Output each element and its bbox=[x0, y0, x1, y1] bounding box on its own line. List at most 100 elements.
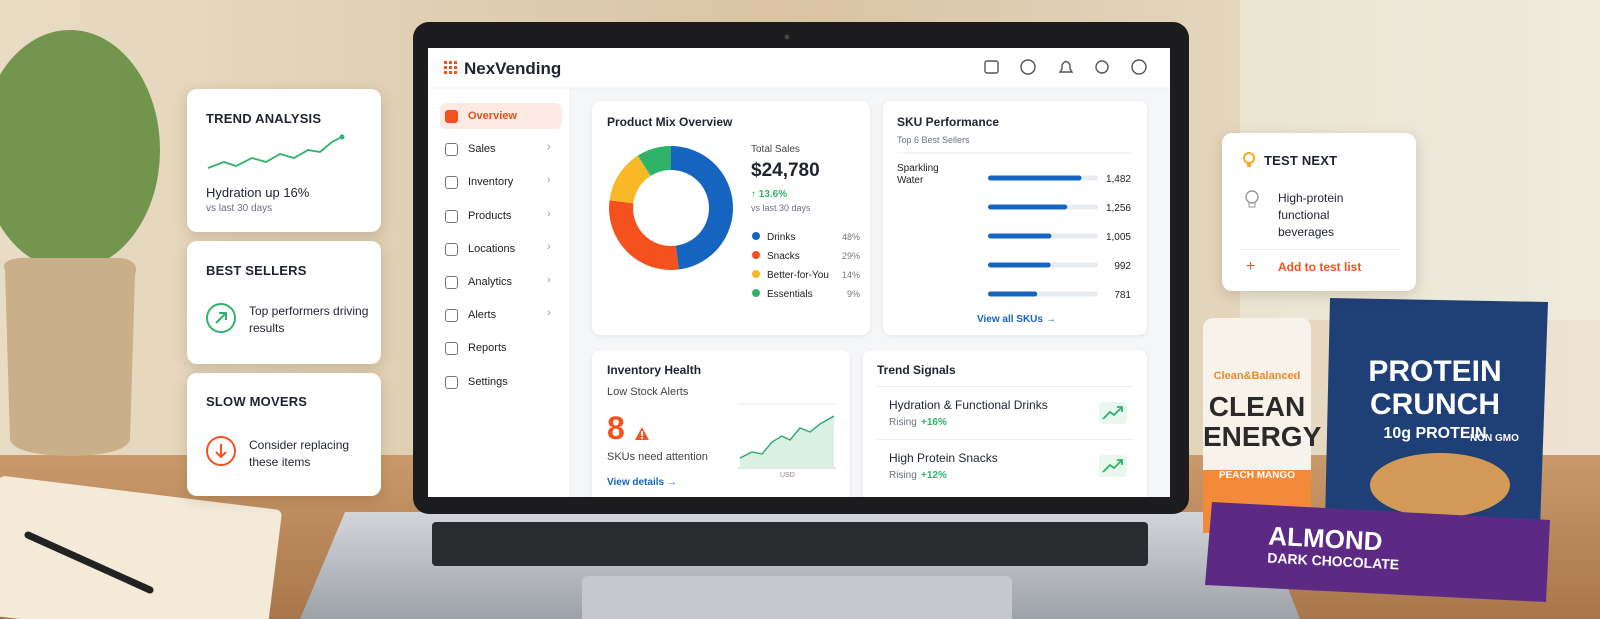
help-icon[interactable] bbox=[1020, 59, 1036, 75]
nav-item[interactable]: Sales bbox=[468, 143, 496, 156]
sidebar bbox=[428, 88, 570, 497]
panel-title: SKU Performance bbox=[897, 115, 1000, 129]
nav-item[interactable]: Alerts bbox=[468, 309, 497, 322]
bar bbox=[988, 175, 1082, 181]
chevron: › bbox=[547, 174, 551, 187]
trend-panel: Trend Signals Hydration & Functional Dri… bbox=[863, 350, 1147, 497]
arrow-up-icon bbox=[206, 303, 236, 333]
panel-subtitle: Top 6 Best Sellers bbox=[897, 135, 970, 145]
bar bbox=[988, 262, 1051, 268]
nav-item[interactable]: Products bbox=[468, 209, 512, 222]
icon-bg bbox=[1099, 455, 1127, 477]
calendar-icon[interactable] bbox=[984, 60, 999, 74]
legend-label: Snacks bbox=[767, 251, 800, 262]
total-label: Total Sales bbox=[751, 144, 800, 155]
icon-arrow bbox=[1102, 406, 1123, 420]
trend-icon bbox=[1099, 455, 1127, 477]
total-value: $24,780 bbox=[751, 160, 820, 181]
bar bbox=[988, 291, 1038, 297]
nav-item[interactable]: Inventory bbox=[468, 176, 514, 189]
pouch-title: CRUNCH bbox=[1370, 388, 1500, 421]
view-all-link[interactable]: View all SKUs → bbox=[977, 314, 1056, 325]
panel-subtitle: Low Stock Alerts bbox=[607, 386, 689, 398]
donut-segment bbox=[671, 146, 733, 270]
bulb-icon bbox=[1245, 190, 1259, 208]
card-subtext: vs last 30 days bbox=[206, 203, 273, 214]
legend-dot bbox=[752, 270, 760, 278]
settings-icon[interactable] bbox=[1095, 60, 1109, 74]
user-icon[interactable] bbox=[1131, 59, 1147, 75]
pen bbox=[24, 531, 154, 594]
bar-label: ALMOND DARK CHOCOLATE bbox=[1267, 521, 1401, 573]
nav-item[interactable]: Analytics bbox=[468, 276, 513, 288]
nav-icon bbox=[445, 309, 458, 323]
trend-change: +12% bbox=[921, 470, 947, 481]
pot bbox=[4, 258, 136, 456]
snack-bar bbox=[1205, 502, 1550, 602]
pouch-sub: 10g PROTEIN bbox=[1383, 425, 1487, 442]
value-label: 1,005 bbox=[1106, 232, 1131, 243]
nav-icon bbox=[445, 342, 458, 356]
change: ↑ 13.6% bbox=[751, 189, 788, 200]
sku-name: Sparkling Water bbox=[897, 163, 939, 186]
value-label: 992 bbox=[1114, 261, 1131, 272]
chevron: › bbox=[547, 240, 551, 253]
can-label: Clean&Balanced CLEAN ENERGY PEACH MANGO bbox=[1203, 318, 1322, 481]
header-bar bbox=[428, 48, 1170, 88]
nav-icon bbox=[445, 209, 458, 223]
period: vs last 30 days bbox=[751, 203, 811, 213]
trend-status: Rising bbox=[889, 417, 917, 428]
nav-item[interactable]: Overview bbox=[440, 103, 562, 129]
bar bbox=[988, 204, 1068, 210]
arrow-down-icon bbox=[206, 436, 236, 466]
card-text: Hydration up 16% bbox=[206, 185, 310, 200]
legend-label: Drinks bbox=[767, 232, 795, 243]
can-brand: Clean&Balanced bbox=[1213, 370, 1301, 382]
chevron: › bbox=[547, 274, 551, 286]
divider bbox=[1240, 249, 1400, 250]
nav-item[interactable]: Settings bbox=[468, 375, 508, 388]
brand: NexVending bbox=[464, 59, 562, 78]
donut-segment bbox=[609, 155, 651, 204]
nav-icon bbox=[445, 176, 458, 190]
card-title: TREND ANALYSIS bbox=[206, 111, 322, 126]
pouch-label: PROTEIN CRUNCH 10g PROTEIN bbox=[1335, 355, 1535, 443]
trackpad bbox=[582, 576, 1012, 619]
value-label: 9% bbox=[847, 289, 860, 299]
legend-dot bbox=[752, 289, 760, 297]
keyboard bbox=[432, 522, 1148, 566]
add-button[interactable]: Add to test list bbox=[1278, 260, 1362, 274]
legend-label: Better-for-You bbox=[767, 270, 829, 281]
donut-segment bbox=[637, 146, 671, 176]
slow-movers-card: SLOW MOVERS Consider replacing these ite… bbox=[187, 373, 381, 496]
pouch-badge: NON GMO bbox=[1470, 433, 1519, 444]
value-label: 1,482 bbox=[1106, 174, 1131, 185]
can-flavor: PEACH MANGO bbox=[1218, 470, 1296, 481]
divider bbox=[877, 439, 1133, 440]
panel-title: Trend Signals bbox=[877, 363, 956, 377]
value-label: 48% bbox=[842, 232, 860, 242]
value-label: 1,256 bbox=[1106, 203, 1131, 214]
nav-item[interactable]: Reports bbox=[468, 342, 507, 355]
alert-text: SKUs need attention bbox=[607, 451, 708, 463]
pouch-title: PROTEIN bbox=[1368, 355, 1502, 388]
legend-dot bbox=[752, 251, 760, 259]
chevron: › bbox=[547, 207, 551, 220]
view-details-link[interactable]: View details → bbox=[607, 477, 677, 488]
area-sparkline bbox=[738, 403, 836, 469]
panel-title: Inventory Health bbox=[607, 363, 702, 377]
nav-item[interactable]: Locations bbox=[468, 242, 516, 255]
trend-card: TREND ANALYSIS Hydration up 16% vs last … bbox=[187, 89, 381, 232]
card-text: High-protein functional beverages bbox=[1278, 191, 1344, 239]
value-label: 29% bbox=[842, 251, 860, 261]
icon-arrow bbox=[1102, 459, 1123, 473]
sparkline bbox=[207, 134, 345, 169]
best-sellers-card: BEST SELLERS Top performers driving resu… bbox=[187, 241, 381, 364]
sku-chart: Sparkling Water 1,482 1,256 1,005 992 781 bbox=[897, 152, 1133, 301]
warning-icon bbox=[635, 427, 649, 440]
value-label: 781 bbox=[1114, 290, 1131, 301]
bell-icon[interactable] bbox=[1058, 60, 1074, 73]
legend-label: Essentials bbox=[767, 289, 813, 300]
pouch-image bbox=[1370, 453, 1510, 517]
can-title: ENERGY bbox=[1203, 421, 1322, 452]
